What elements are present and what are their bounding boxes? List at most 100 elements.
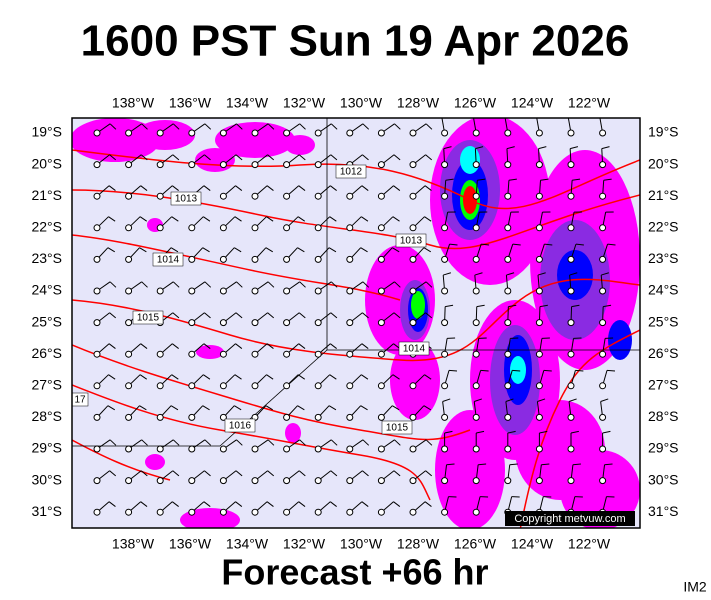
barb-flag [424, 216, 432, 222]
barb-flag [234, 405, 242, 411]
barb-flag [570, 430, 579, 434]
barb-station [441, 192, 449, 200]
barb-station [504, 129, 512, 137]
barb-station [377, 224, 385, 232]
barb-station [219, 129, 227, 137]
barb-flag [424, 374, 432, 380]
barb-flag [203, 501, 211, 507]
barb-flag [393, 154, 401, 161]
barb-flag [203, 216, 211, 222]
barb-flag [360, 247, 368, 253]
barb-station [93, 129, 101, 137]
barb-flag [507, 430, 516, 434]
barb-flag [172, 154, 180, 161]
barb-flag [107, 405, 116, 411]
barb-station [567, 161, 575, 169]
barb-flag [423, 405, 432, 411]
barb-station [188, 161, 196, 169]
barb-flag [512, 243, 521, 246]
barb-station [125, 255, 133, 263]
lon-label: 122°W [568, 95, 611, 111]
barb-station [504, 224, 512, 232]
barb-flag [538, 146, 547, 150]
lon-label: 130°W [340, 95, 383, 111]
barb-flag [170, 247, 179, 253]
barb-flag [362, 470, 369, 477]
barb-flag [139, 374, 148, 380]
barb-flag [443, 146, 452, 150]
barb-station [441, 445, 449, 453]
barb-flag [235, 343, 243, 349]
barb-station [314, 255, 322, 263]
barb-flag [575, 243, 584, 246]
barb-flag [329, 216, 337, 222]
barb-flag [607, 243, 616, 246]
barb-flag [329, 185, 337, 191]
lat-label: 23°S [31, 250, 62, 266]
barb-station [377, 508, 385, 516]
lat-label: 26°S [648, 345, 679, 361]
barb-flag [361, 501, 369, 507]
barb-station [93, 445, 101, 453]
barb-flag [299, 439, 306, 446]
barb-station [377, 382, 385, 390]
isobar-label: 1014 [157, 255, 180, 266]
lon-label: 138°W [112, 95, 155, 111]
barb-flag [537, 398, 546, 402]
barb-flag [424, 185, 432, 191]
barb-flag [361, 216, 369, 222]
barb-station [599, 319, 607, 327]
barb-flag [394, 123, 401, 130]
lon-label: 130°W [340, 536, 383, 552]
barb-station [93, 161, 101, 169]
barb-station [314, 192, 322, 200]
lat-label: 28°S [31, 408, 62, 424]
barb-station [283, 508, 291, 516]
isobar-label: 1014 [403, 344, 426, 355]
barb-flag [172, 470, 180, 477]
barb-station [599, 287, 607, 295]
barb-station [346, 192, 354, 200]
barb-station [472, 382, 480, 390]
barb-station [314, 413, 322, 421]
barb-flag [171, 501, 179, 507]
barb-flag [449, 243, 458, 246]
barb-flag [392, 247, 400, 253]
isobar-label: 1015 [137, 313, 160, 324]
barb-flag [235, 312, 243, 319]
barb-station [251, 129, 259, 137]
barb-station [409, 287, 417, 295]
barb-flag [423, 247, 432, 253]
barb-station [156, 192, 164, 200]
barb-flag [425, 123, 433, 130]
barb-station [535, 255, 543, 263]
barb-flag [604, 463, 613, 466]
lon-label: 124°W [511, 95, 554, 111]
barb-station [441, 413, 449, 421]
barb-station [125, 192, 133, 200]
barb-station [125, 382, 133, 390]
barb-flag [236, 281, 243, 288]
barb-flag [508, 178, 517, 181]
barb-station [441, 319, 449, 327]
barb-flag [235, 470, 243, 477]
barb-station [599, 255, 607, 263]
barb-flag [203, 185, 211, 191]
barb-flag [298, 343, 306, 349]
barb-station [567, 382, 575, 390]
barb-flag [537, 114, 544, 117]
barb-flag [505, 398, 514, 402]
barb-flag [203, 374, 211, 380]
barb-station [93, 319, 101, 327]
barb-flag [541, 463, 550, 466]
barb-station [156, 129, 164, 137]
barb-station [346, 382, 354, 390]
lat-label: 19°S [648, 124, 679, 140]
lat-label: 22°S [648, 219, 679, 235]
barb-flag [204, 123, 212, 130]
barb-flag [448, 369, 458, 372]
barb-station [251, 445, 259, 453]
barb-flag [600, 114, 607, 117]
barb-flag [204, 154, 211, 161]
barb-flag [362, 312, 369, 319]
